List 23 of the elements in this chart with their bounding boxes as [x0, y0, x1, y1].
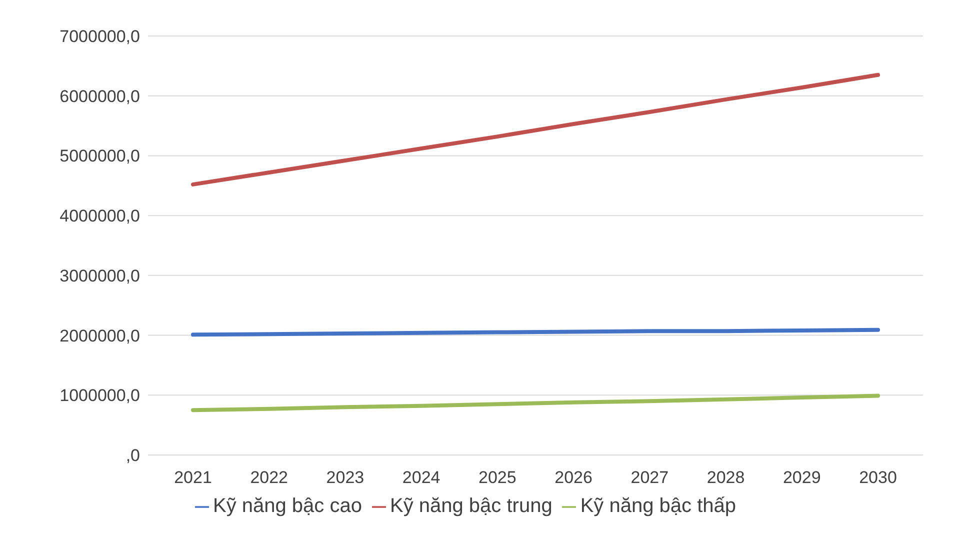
legend-label: Kỹ năng bậc trung	[390, 495, 552, 517]
x-tick-label: 2021	[174, 468, 212, 488]
line-series	[191, 72, 880, 186]
x-tick-label: 2024	[402, 468, 440, 488]
y-tick-label: 3000000,0	[60, 266, 140, 286]
y-tick-label: 7000000,0	[60, 27, 140, 46]
y-tick-label: 4000000,0	[60, 206, 140, 226]
y-tick-label: 1000000,0	[60, 386, 140, 406]
y-tick-label: 2000000,0	[60, 326, 140, 346]
x-tick-label: 2028	[706, 468, 745, 488]
x-tick-label: 2023	[326, 468, 364, 488]
y-tick-label: ,0	[126, 446, 140, 466]
legend-label: Kỹ năng bậc cao	[212, 495, 362, 517]
x-tick-label: 2022	[250, 468, 288, 488]
legend-label: Kỹ năng bậc thấp	[580, 495, 736, 517]
x-tick-label: 2027	[630, 468, 669, 488]
y-tick-label: 6000000,0	[60, 86, 140, 106]
x-tick-label: 2025	[478, 468, 516, 488]
line-series	[191, 394, 880, 412]
x-tick-label: 2026	[554, 468, 592, 488]
x-tick-label: 2029	[782, 468, 821, 488]
x-tick-label: 2030	[859, 468, 897, 488]
y-tick-label: 5000000,0	[60, 146, 140, 166]
